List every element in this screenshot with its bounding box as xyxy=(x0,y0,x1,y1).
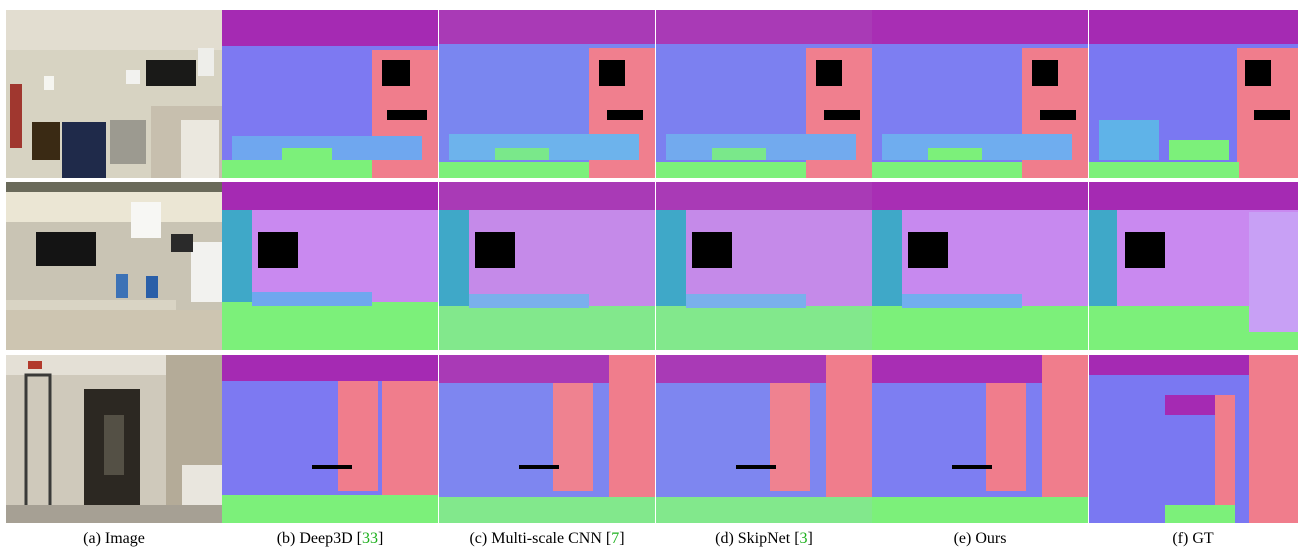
caption-skipnet: (d) SkipNet [3] xyxy=(715,530,813,547)
caption-multiscale-cnn: (c) Multi-scale CNN [7] xyxy=(469,530,625,547)
normal-map-multiscale-cnn-kitchen xyxy=(439,10,655,178)
caption-gt: (f) GT xyxy=(1172,530,1214,547)
normal-map-gt-kitchen xyxy=(1089,10,1298,178)
normal-map-multiscale-cnn-counter xyxy=(439,182,655,350)
figure-captions: (a) Image (b) Deep3D [33] (c) Multi-scal… xyxy=(0,530,1298,552)
rgb-image-hallway xyxy=(6,355,222,523)
normal-map-skipnet-kitchen xyxy=(656,10,872,178)
figure-row-counter xyxy=(0,182,1298,350)
caption-ours: (e) Ours xyxy=(953,530,1007,547)
normal-map-skipnet-counter xyxy=(656,182,872,350)
normal-map-ours-hallway xyxy=(872,355,1088,523)
normal-map-deep3d-kitchen xyxy=(222,10,438,178)
caption-image: (a) Image xyxy=(83,530,145,547)
citation-link[interactable]: 33 xyxy=(361,530,378,547)
citation-link[interactable]: 3 xyxy=(799,530,808,547)
figure-row-kitchen xyxy=(0,10,1298,178)
citation-link[interactable]: 7 xyxy=(611,530,620,547)
normal-map-ours-kitchen xyxy=(872,10,1088,178)
normal-map-gt-hallway xyxy=(1089,355,1298,523)
normal-map-gt-counter xyxy=(1089,182,1298,350)
normal-map-skipnet-hallway xyxy=(656,355,872,523)
rgb-image-counter xyxy=(6,182,222,350)
caption-deep3d: (b) Deep3D [33] xyxy=(276,530,384,547)
normal-map-multiscale-cnn-hallway xyxy=(439,355,655,523)
rgb-image-kitchen xyxy=(6,10,222,178)
normal-map-deep3d-counter xyxy=(222,182,438,350)
normal-map-deep3d-hallway xyxy=(222,355,438,523)
normal-map-ours-counter xyxy=(872,182,1088,350)
figure-row-hallway xyxy=(0,355,1298,523)
